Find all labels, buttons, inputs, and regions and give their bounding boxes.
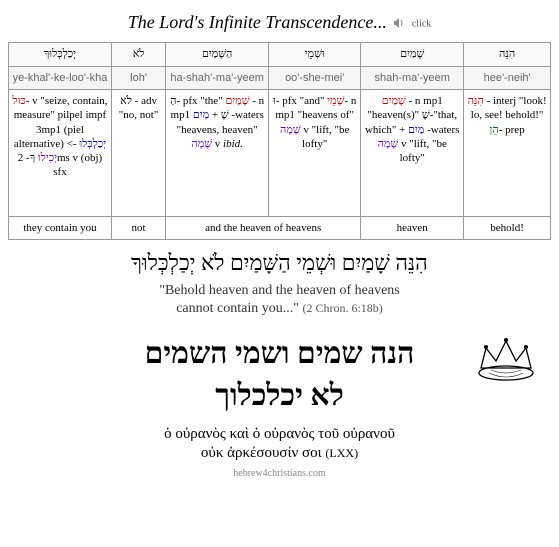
parsing-cell: שָׁמַיִם - n mp1 "heaven(s)" שֶׁ-"that, … <box>361 89 464 216</box>
audio-label: click <box>412 18 431 29</box>
parsing-cell: לֹא - adv "no, not" <box>111 89 165 216</box>
translit-cell: ye-khal'-ke-loo'-kha <box>9 66 112 89</box>
hebrew-cell: יְכַלְכְּלוּךָ <box>9 43 112 66</box>
lxx-label: (LXX) <box>325 446 358 460</box>
gloss-cell: behold! <box>464 216 551 239</box>
translit-row: ye-khal'-ke-loo'-khaloh'ha-shah'-ma'-yee… <box>9 66 551 89</box>
hebrew-cell: וּשְׁמֵי <box>269 43 361 66</box>
translation: "Behold heaven and the heaven of heavens… <box>8 282 551 318</box>
page-title: The Lord's Infinite Transcendence... cli… <box>8 12 551 34</box>
gloss-cell: and the heaven of heavens <box>166 216 361 239</box>
parsing-cell: וּ- pfx "and" שְׁמֵי- n mp1 "heavens of"… <box>269 89 361 216</box>
translit-cell: loh' <box>111 66 165 89</box>
translation-line2: cannot contain you..." <box>176 301 299 316</box>
hebrew-cell: הִנֵּה <box>464 43 551 66</box>
greek-line1: ὁ οὐρανὸς καὶ ὁ οὐρανὸς τοῦ οὐρανοῦ <box>164 426 395 442</box>
greek-line2: οὐκ ἀρκέσουσίν σοι <box>201 445 322 461</box>
parsing-row: כּוּל- v "seize, contain, measure" pilpe… <box>9 89 551 216</box>
parsing-cell: הִנֵּה - interj "look! lo, see! behold!"… <box>464 89 551 216</box>
interlinear-table: יְכַלְכְּלוּךָלֹאהַשָּׁמַיִםוּשְׁמֵישָׁמ… <box>8 42 551 240</box>
big-hebrew: הנה שמים ושמי השמים לא יכלכלוך <box>145 333 415 417</box>
full-phrase-hebrew: הִנֵּה שָׁמַיִם וּשְׁמֵי הַשָּׁמַיִם לֹא… <box>8 250 551 276</box>
hebrew-cell: שָׁמַיִם <box>361 43 464 66</box>
translit-cell: oo'-she-mei' <box>269 66 361 89</box>
gloss-cell: they contain you <box>9 216 112 239</box>
parsing-cell: כּוּל- v "seize, contain, measure" pilpe… <box>9 89 112 216</box>
gloss-cell: heaven <box>361 216 464 239</box>
citation: (2 Chron. 6:18b) <box>302 301 382 315</box>
translit-cell: hee'-neih' <box>464 66 551 89</box>
title-text: The Lord's Infinite Transcendence... <box>128 12 387 32</box>
audio-icon[interactable] <box>393 13 405 34</box>
parsing-cell: הַ- pfx "the" שָׁמַיִם - n mp1 שָׁ + מַי… <box>166 89 269 216</box>
translit-cell: shah-ma'-yeem <box>361 66 464 89</box>
hebrew-row: יְכַלְכְּלוּךָלֹאהַשָּׁמַיִםוּשְׁמֵישָׁמ… <box>9 43 551 66</box>
translit-cell: ha-shah'-ma'-yeem <box>166 66 269 89</box>
greek-text: ὁ οὐρανὸς καὶ ὁ οὐρανὸς τοῦ οὐρανοῦ οὐκ … <box>8 425 551 464</box>
hebrew-cell: הַשָּׁמַיִם <box>166 43 269 66</box>
gloss-row: they contain younotand the heaven of hea… <box>9 216 551 239</box>
crown-icon <box>471 333 541 393</box>
large-hebrew-block: הנה שמים ושמי השמים לא יכלכלוך <box>8 333 551 417</box>
hebrew-cell: לֹא <box>111 43 165 66</box>
gloss-cell: not <box>111 216 165 239</box>
translation-line1: "Behold heaven and the heaven of heavens <box>159 283 400 298</box>
big-hebrew-line1: הנה שמים ושמי השמים <box>145 337 415 370</box>
big-hebrew-line2: לא יכלכלוך <box>215 379 343 412</box>
site-credit: hebrew4christians.com <box>8 468 551 479</box>
